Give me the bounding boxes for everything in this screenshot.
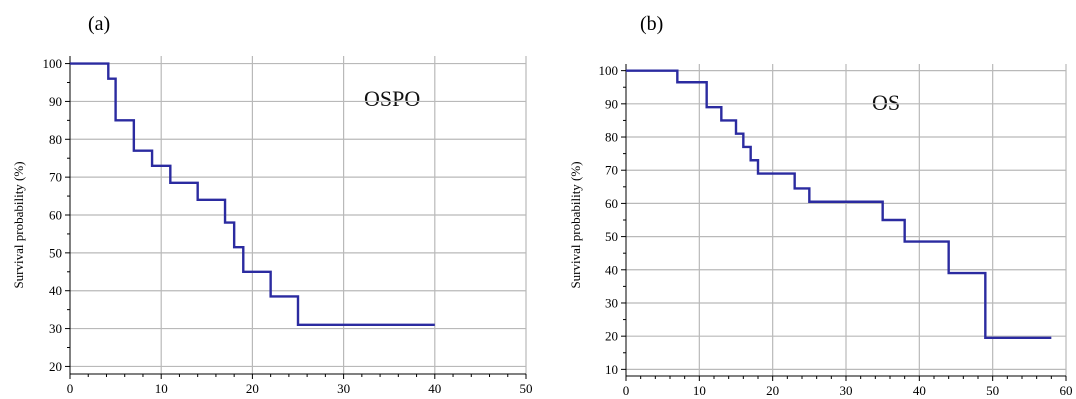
x-tick-label: 30 (337, 381, 350, 396)
x-tick-label: 30 (840, 383, 853, 398)
panel-label-b: (b) (640, 13, 663, 35)
y-tick-label: 50 (605, 229, 618, 244)
survival-step-line (626, 69, 1052, 340)
y-tick-label: 50 (49, 245, 62, 260)
y-tick-label: 30 (605, 295, 618, 310)
x-tick-label: 10 (155, 381, 168, 396)
y-tick-label: 60 (49, 208, 62, 223)
chart-panel-a: (a) Survival probability (%) OSPO 0 10 20 3… (11, 13, 533, 396)
x-tick-label: 0 (67, 381, 74, 396)
annotation-os: OS (872, 90, 900, 115)
x-tick-label: 20 (246, 381, 259, 396)
survival-step-line (70, 62, 435, 326)
x-tick-label: 20 (766, 383, 779, 398)
y-tick-label: 20 (49, 359, 62, 374)
y-tick-label: 40 (605, 262, 618, 277)
y-tick-label: 90 (605, 96, 618, 111)
y-tick-label: 30 (49, 321, 62, 336)
x-tick-label: 50 (520, 381, 533, 396)
y-tick-label: 100 (599, 63, 619, 78)
x-tick-label: 10 (693, 383, 706, 398)
ticks-a: 0 10 20 30 40 50 20 30 40 50 60 70 80 90 100 (43, 56, 533, 396)
survival-curve-a (70, 62, 435, 326)
x-tick-label: 50 (986, 383, 999, 398)
y-axis-label-b: Survival probability (%) (568, 161, 583, 288)
y-tick-label: 90 (49, 94, 62, 109)
grid-b (626, 64, 1067, 376)
y-tick-label: 70 (49, 170, 62, 185)
x-tick-label: 0 (623, 383, 630, 398)
y-tick-label: 100 (43, 56, 63, 71)
y-tick-label: 80 (605, 130, 618, 145)
panel-label-a: (a) (88, 13, 110, 35)
y-tick-label: 80 (49, 132, 62, 147)
survival-curve-b (626, 69, 1052, 340)
y-tick-label: 10 (605, 362, 618, 377)
x-tick-label: 40 (913, 383, 926, 398)
annotation-ospo: OSPO (364, 86, 420, 111)
grid-a (70, 56, 527, 374)
ticks-b: 0 10 20 30 40 50 60 10 20 30 40 50 60 70 80 90 100 (599, 63, 1073, 398)
chart-panel-b: (b) Survival probability (%) OS 0 10 20 30 4… (568, 13, 1073, 398)
y-axis-label-a: Survival probability (%) (11, 161, 26, 288)
y-tick-label: 70 (605, 163, 618, 178)
x-tick-label: 60 (1060, 383, 1073, 398)
y-tick-label: 60 (605, 196, 618, 211)
y-tick-label: 40 (49, 283, 62, 298)
x-tick-label: 40 (428, 381, 441, 396)
y-tick-label: 20 (605, 329, 618, 344)
